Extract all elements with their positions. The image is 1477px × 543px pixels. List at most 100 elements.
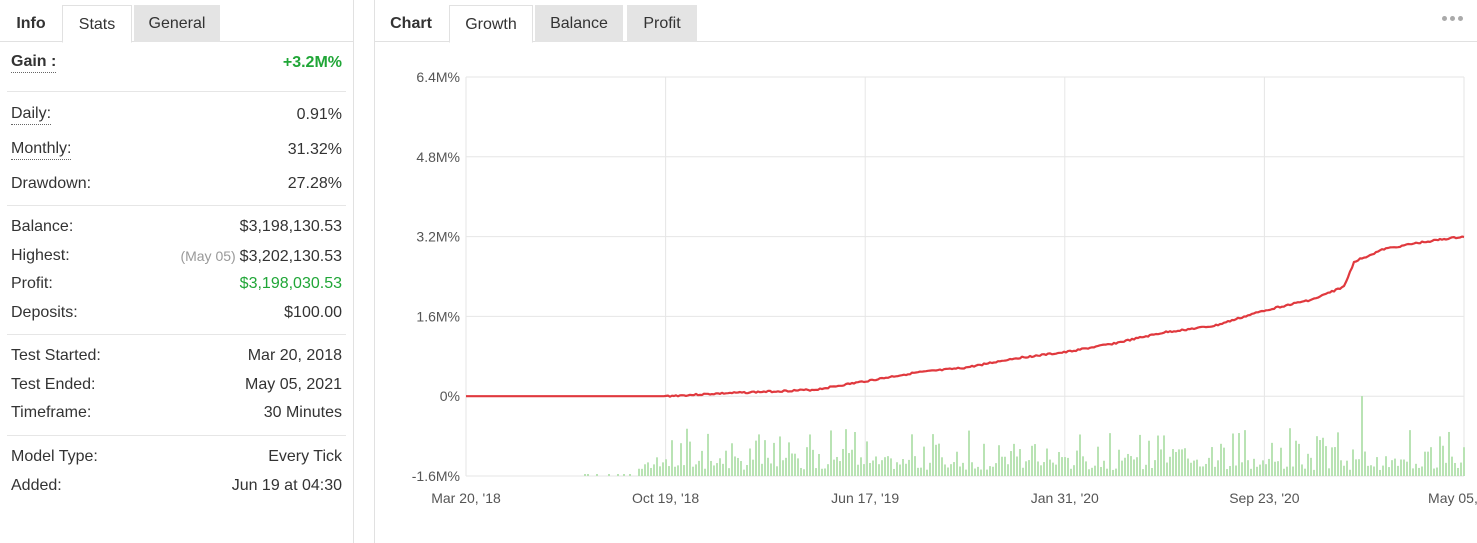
- tab-profit[interactable]: Profit: [627, 5, 697, 42]
- model-type-label: Model Type:: [11, 448, 98, 465]
- volume-bar: [1406, 461, 1408, 476]
- volume-bar: [1190, 462, 1192, 476]
- volume-bar: [1304, 468, 1306, 476]
- volume-bar: [617, 474, 619, 476]
- volume-bar: [1049, 459, 1051, 476]
- volume-bar: [1310, 457, 1312, 476]
- volume-bar: [629, 474, 631, 476]
- volume-bar: [644, 464, 646, 476]
- stats-panel: Info Stats General Gain : +3.2M% Daily: …: [0, 0, 354, 543]
- volume-bar: [1133, 459, 1135, 476]
- volume-bar: [653, 464, 655, 476]
- chart-grid: [465, 76, 1465, 477]
- divider: [7, 435, 346, 436]
- volume-bar: [695, 464, 697, 476]
- volume-bar: [1409, 430, 1411, 476]
- volume-bar: [1235, 465, 1237, 476]
- volume-bar: [956, 451, 958, 476]
- growth-line[interactable]: [466, 235, 1465, 398]
- volume-bar: [1145, 464, 1147, 476]
- volume-bar: [659, 466, 661, 476]
- volume-bar: [1394, 458, 1396, 476]
- volume-bar: [857, 464, 859, 476]
- growth-chart: 6.4M% 4.8M% 3.2M% 1.6M% 0% -1.6M% Mar 20, '18…: [412, 69, 1477, 506]
- volume-bar: [908, 459, 910, 476]
- volume-bar: [647, 462, 649, 476]
- volume-bar: [869, 463, 871, 476]
- volume-bar: [1082, 456, 1084, 476]
- volume-bar: [878, 464, 880, 476]
- test-started-value: Mar 20, 2018: [247, 347, 342, 364]
- volume-bar: [1331, 447, 1333, 476]
- volume-bar: [716, 463, 718, 476]
- volume-bar: [752, 459, 754, 476]
- volume-bar: [1430, 447, 1432, 476]
- tab-stats[interactable]: Stats: [62, 5, 132, 43]
- volume-bar: [1124, 457, 1126, 476]
- volume-bar: [1052, 462, 1054, 476]
- monthly-label[interactable]: Monthly:: [11, 139, 72, 160]
- highest-label: Highest:: [11, 247, 70, 264]
- volume-bar: [1286, 466, 1288, 476]
- y-tick-label: 0%: [440, 388, 460, 404]
- volume-bar: [1442, 445, 1444, 476]
- volume-bar: [1028, 460, 1030, 476]
- volume-bar: [806, 447, 808, 476]
- volume-bar: [860, 457, 862, 476]
- volume-bar: [911, 434, 913, 476]
- x-tick-label: Sep 23, '20: [1229, 490, 1300, 506]
- volume-bar: [851, 449, 853, 476]
- volume-bar: [1040, 465, 1042, 476]
- volume-bar: [1154, 460, 1156, 476]
- volume-bar: [1112, 469, 1114, 476]
- volume-bar: [1070, 468, 1072, 476]
- volume-bar: [1253, 458, 1255, 476]
- tab-general[interactable]: General: [134, 5, 220, 42]
- volume-bar: [788, 442, 790, 476]
- monthly-row: Monthly: 31.32%: [11, 139, 342, 161]
- tab-info[interactable]: Info: [16, 15, 46, 32]
- volume-bar: [1169, 456, 1171, 476]
- volume-bar: [1241, 462, 1243, 476]
- daily-value: 0.91%: [296, 106, 342, 123]
- volume-bar: [1013, 443, 1015, 476]
- volume-bar: [1400, 459, 1402, 476]
- volume-bar: [1364, 451, 1366, 476]
- daily-label[interactable]: Daily:: [11, 104, 52, 125]
- volume-bar: [1403, 459, 1405, 476]
- volume-bar: [1202, 466, 1204, 476]
- tab-chart[interactable]: Chart: [390, 15, 432, 32]
- volume-bar: [1166, 462, 1168, 476]
- volume-bar: [914, 456, 916, 476]
- balance-value: $3,198,130.53: [239, 218, 342, 235]
- x-axis-ticks: Mar 20, '18 Oct 19, '18 Jun 17, '19 Jan 31,…: [431, 490, 1477, 506]
- volume-bar: [893, 468, 895, 476]
- volume-bar: [1118, 449, 1120, 476]
- volume-bar: [1271, 442, 1273, 476]
- volume-bar: [1448, 431, 1450, 476]
- volume-bar: [989, 466, 991, 476]
- volume-bar: [785, 457, 787, 476]
- balance-row: Balance: $3,198,130.53: [11, 216, 342, 238]
- volume-bar: [1127, 453, 1129, 476]
- tab-growth[interactable]: Growth: [449, 5, 533, 43]
- test-ended-label: Test Ended:: [11, 376, 96, 393]
- highest-row: Highest: (May 05) $3,202,130.53: [11, 245, 342, 267]
- volume-bar: [1232, 433, 1234, 476]
- chart-panel: Chart Growth Balance Profit 6.4M% 4.8M% 3.…: [374, 0, 1477, 543]
- more-options-icon[interactable]: [1442, 14, 1464, 24]
- volume-bar: [734, 456, 736, 476]
- timeframe-label: Timeframe:: [11, 404, 92, 421]
- volume-bar: [1412, 468, 1414, 476]
- volume-bar: [1451, 456, 1453, 476]
- volume-bar: [689, 441, 691, 476]
- tab-balance[interactable]: Balance: [535, 5, 623, 42]
- volume-bar: [656, 457, 658, 476]
- volume-bar: [791, 453, 793, 476]
- highest-date-note: (May 05): [180, 248, 236, 264]
- volume-bar: [662, 462, 664, 476]
- volume-bar: [809, 434, 811, 476]
- volume-bar: [1460, 462, 1462, 476]
- gain-label[interactable]: Gain :: [11, 52, 57, 73]
- volume-bar: [1313, 469, 1315, 476]
